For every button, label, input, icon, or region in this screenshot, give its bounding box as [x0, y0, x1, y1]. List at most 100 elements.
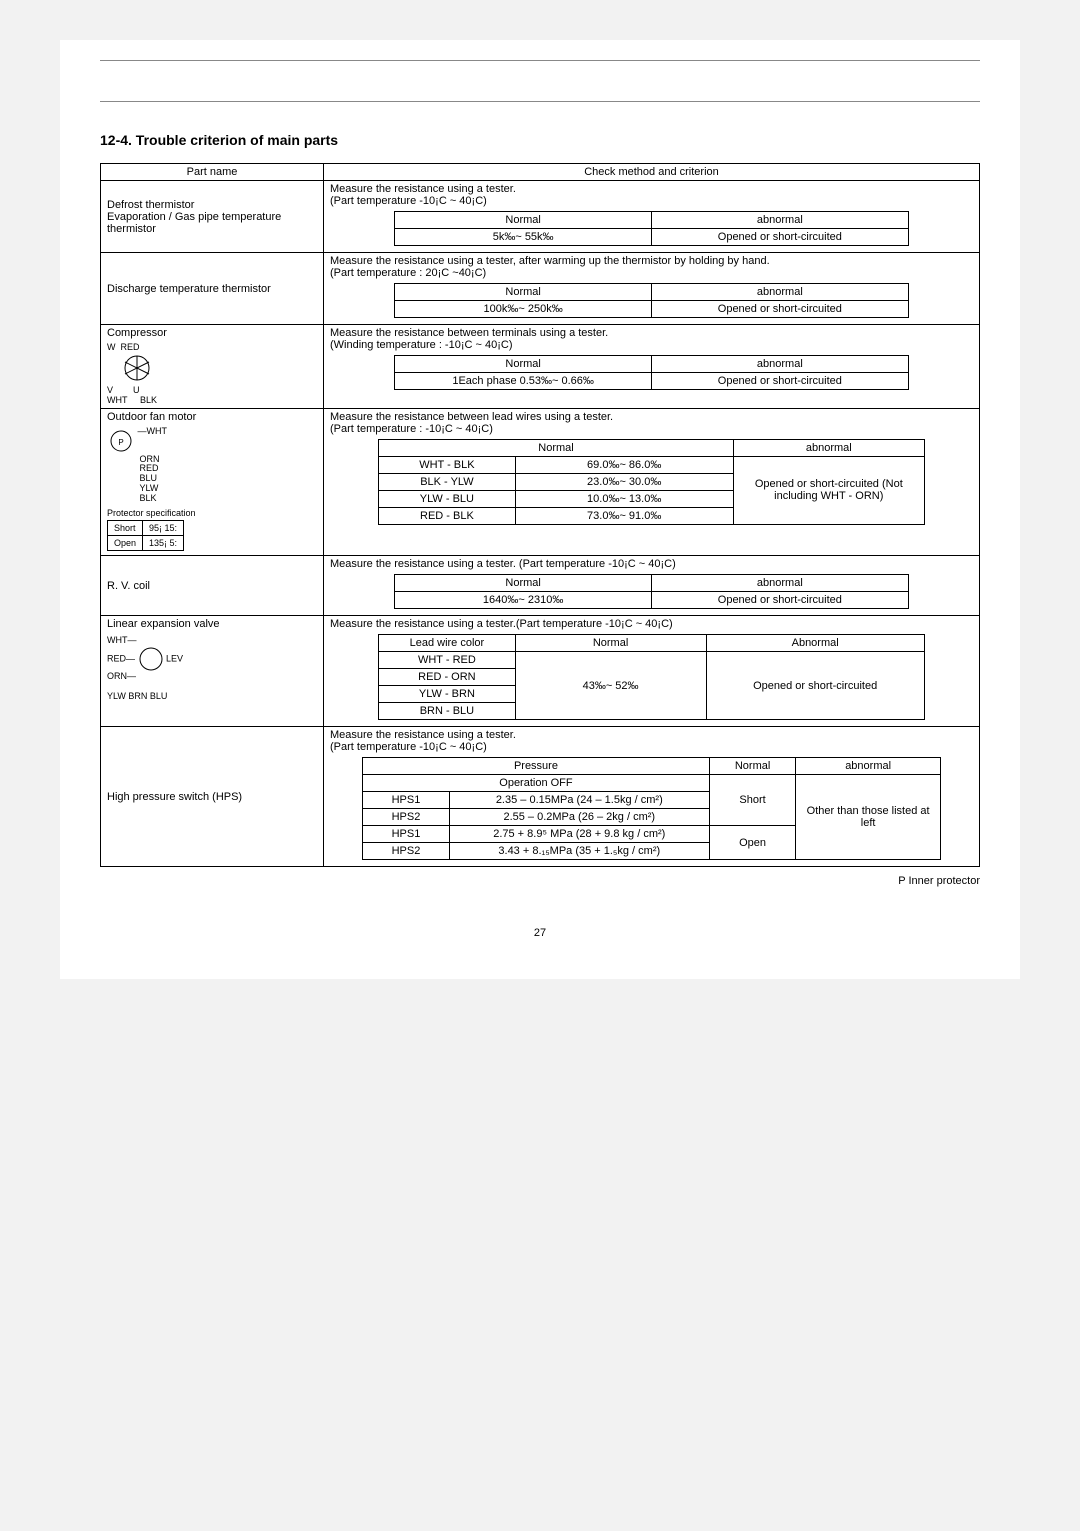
fan-abnormal-v: Opened or short-circuited (Not including… — [733, 456, 924, 524]
fan-normal-h: Normal — [379, 439, 734, 456]
hps-table: Pressure Normal abnormal Operation OFF S… — [362, 757, 941, 860]
lev-lead-h: Lead wire color — [379, 635, 515, 652]
rv-cell: Measure the resistance using a tester. (… — [324, 556, 980, 616]
compressor-table: Normal abnormal 1Each phase 0.53‰~ 0.66‰… — [394, 355, 908, 390]
compressor-name-cell: Compressor W RED V U WHT BLK — [101, 325, 324, 409]
comp-u: U — [133, 385, 140, 395]
rv-normal-v: 1640‰~ 2310‰ — [395, 592, 652, 609]
fan-r1-val: 23.0‰~ 30.0‰ — [515, 473, 733, 490]
col-part-name: Part name — [101, 164, 324, 181]
hps-open: Open — [709, 826, 796, 860]
discharge-abnormal-h: abnormal — [651, 284, 908, 301]
fan-short-val: 95¡ 15: — [143, 521, 184, 536]
fan-wire-4: BLK — [140, 493, 157, 503]
defrost-normal-h: Normal — [395, 212, 652, 229]
hps-pressure-h: Pressure — [363, 758, 710, 775]
lev-normal-v: 43‰~ 52‰ — [515, 652, 706, 720]
compressor-abnormal-h: abnormal — [651, 356, 908, 373]
defrost-measure: Measure the resistance using a tester. (… — [330, 183, 973, 207]
hps-r0-sw: HPS1 — [363, 792, 450, 809]
fan-r0-val: 69.0‰~ 86.0‰ — [515, 456, 733, 473]
fan-open-val: 135¡ 5: — [143, 536, 184, 551]
discharge-normal-v: 100k‰~ 250k‰ — [395, 301, 652, 318]
compressor-measure: Measure the resistance between terminals… — [330, 327, 973, 351]
hps-r3-p: 3.43 + 8.₁₅MPa (35 + 1.₅kg / cm²) — [449, 843, 709, 860]
svg-text:P: P — [118, 438, 123, 447]
compressor-normal-h: Normal — [395, 356, 652, 373]
lev-name-cell: Linear expansion valve WHT— RED— LEV ORN… — [101, 616, 324, 727]
comp-v: V — [107, 385, 113, 395]
fan-measure: Measure the resistance between lead wire… — [330, 411, 973, 435]
fan-spec-title: Protector specification — [107, 508, 317, 518]
fan-r1-pair: BLK - YLW — [379, 473, 515, 490]
lev-name: Linear expansion valve — [107, 618, 317, 630]
fan-abnormal-h: abnormal — [733, 439, 924, 456]
page-number: 27 — [100, 927, 980, 939]
rv-normal-h: Normal — [395, 575, 652, 592]
lev-orn: ORN — [107, 671, 127, 681]
fan-name: Outdoor fan motor — [107, 411, 317, 423]
hps-opoff: Operation OFF — [363, 775, 710, 792]
fan-wire-3: YLW — [140, 483, 159, 493]
hps-r0-p: 2.35 – 0.15MPa (24 – 1.5kg / cm²) — [449, 792, 709, 809]
lev-lead-3: BRN - BLU — [379, 703, 515, 720]
compressor-name: Compressor — [107, 327, 317, 339]
hps-measure: Measure the resistance using a tester. (… — [330, 729, 973, 753]
section-title: 12-4. Trouble criterion of main parts — [100, 132, 980, 148]
hps-normal-h: Normal — [709, 758, 796, 775]
fan-r2-pair: YLW - BLU — [379, 490, 515, 507]
fan-wire-1: RED — [140, 463, 159, 473]
lev-table: Lead wire color Normal Abnormal WHT - RE… — [378, 634, 925, 720]
compressor-abnormal-v: Opened or short-circuited — [651, 373, 908, 390]
lev-red: RED — [107, 653, 126, 663]
fan-r0-pair: WHT - BLK — [379, 456, 515, 473]
defrost-table: Normal abnormal 5k‰~ 55k‰ Opened or shor… — [394, 211, 908, 246]
compressor-diagram: W RED V U WHT BLK — [107, 343, 317, 406]
fan-spec-table: Short95¡ 15: Open135¡ 5: — [107, 520, 184, 551]
defrost-cell: Measure the resistance using a tester. (… — [324, 181, 980, 253]
lev-diagram: WHT— RED— LEV ORN— YLW BRN BLU — [107, 636, 317, 702]
page: 12-4. Trouble criterion of main parts Pa… — [60, 40, 1020, 979]
fan-r3-val: 73.0‰~ 91.0‰ — [515, 507, 733, 524]
hps-r2-p: 2.75 + 8.9⁵ MPa (28 + 9.8 kg / cm²) — [449, 826, 709, 843]
fan-wire-2: BLU — [140, 473, 158, 483]
fan-diagram: P —WHT ORN RED BLU YLW BLK — [107, 427, 317, 504]
lev-lev: LEV — [166, 653, 183, 663]
fan-short-lbl: Short — [108, 521, 143, 536]
rv-name: R. V. coil — [101, 556, 324, 616]
lev-wht: WHT — [107, 635, 128, 645]
fan-open-lbl: Open — [108, 536, 143, 551]
lev-cell: Measure the resistance using a tester.(P… — [324, 616, 980, 727]
fan-wht: WHT — [147, 426, 168, 436]
rv-measure: Measure the resistance using a tester. (… — [330, 558, 973, 570]
compressor-normal-v: 1Each phase 0.53‰~ 0.66‰ — [395, 373, 652, 390]
footnote: P Inner protector — [100, 875, 980, 887]
discharge-name: Discharge temperature thermistor — [101, 253, 324, 325]
comp-blk: BLK — [140, 395, 157, 405]
lev-lead-0: WHT - RED — [379, 652, 515, 669]
hps-cell: Measure the resistance using a tester. (… — [324, 727, 980, 867]
compressor-cell: Measure the resistance between terminals… — [324, 325, 980, 409]
header-bar — [100, 60, 980, 102]
defrost-abnormal-h: abnormal — [651, 212, 908, 229]
main-table: Part name Check method and criterion Def… — [100, 163, 980, 867]
lev-normal-h: Normal — [515, 635, 706, 652]
rv-abnormal-h: abnormal — [651, 575, 908, 592]
hps-name: High pressure switch (HPS) — [101, 727, 324, 867]
hps-short: Short — [709, 775, 796, 826]
comp-w: W — [107, 342, 116, 352]
discharge-table: Normal abnormal 100k‰~ 250k‰ Opened or s… — [394, 283, 908, 318]
lev-lead-2: YLW - BRN — [379, 686, 515, 703]
hps-r2-sw: HPS1 — [363, 826, 450, 843]
fan-r2-val: 10.0‰~ 13.0‰ — [515, 490, 733, 507]
discharge-measure: Measure the resistance using a tester, a… — [330, 255, 973, 279]
comp-red: RED — [121, 342, 140, 352]
lev-measure: Measure the resistance using a tester.(P… — [330, 618, 973, 630]
rv-abnormal-v: Opened or short-circuited — [651, 592, 908, 609]
fan-r3-pair: RED - BLK — [379, 507, 515, 524]
fan-name-cell: Outdoor fan motor P —WHT ORN RED BLU YLW… — [101, 408, 324, 555]
lev-lead-1: RED - ORN — [379, 669, 515, 686]
fan-wire-0: ORN — [140, 454, 160, 464]
hps-r3-sw: HPS2 — [363, 843, 450, 860]
fan-table: Normal abnormal WHT - BLK 69.0‰~ 86.0‰ O… — [378, 439, 925, 525]
